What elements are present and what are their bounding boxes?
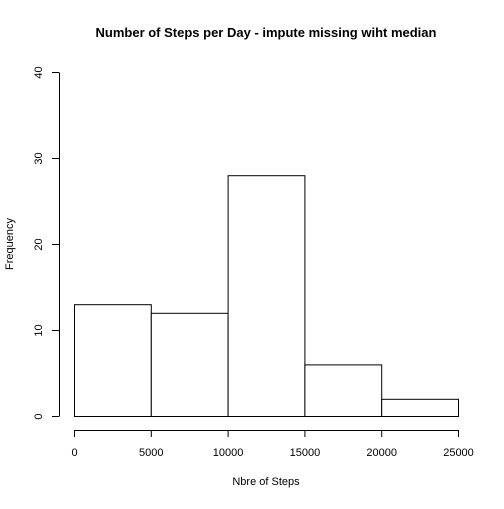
chart-title: Number of Steps per Day - impute missing… [96,25,437,40]
y-tick-label: 10 [33,324,45,336]
histogram-bar-5 [381,398,460,417]
x-tick-label: 10000 [213,447,244,459]
x-tick-label: 15000 [290,447,321,459]
x-tick-label: 25000 [443,447,474,459]
y-tick-label: 30 [33,152,45,164]
x-axis-label: Nbre of Steps [232,476,300,488]
histogram-bar-3 [227,175,306,417]
histogram-bar-1 [74,304,152,418]
x-tick-label: 0 [71,447,77,459]
y-axis-label: Frequency [4,218,16,270]
x-axis: 0 5000 10000 15000 20000 25000 [71,430,474,459]
histogram-bars [74,175,460,418]
histogram-bar-4 [304,364,383,417]
y-axis: 0 10 20 30 40 [33,66,60,420]
x-tick-label: 5000 [139,447,163,459]
x-tick-label: 20000 [366,447,397,459]
y-tick-label: 20 [33,238,45,250]
histogram-bar-2 [150,312,229,417]
y-tick-label: 40 [33,66,45,78]
y-tick-label: 0 [33,413,45,419]
